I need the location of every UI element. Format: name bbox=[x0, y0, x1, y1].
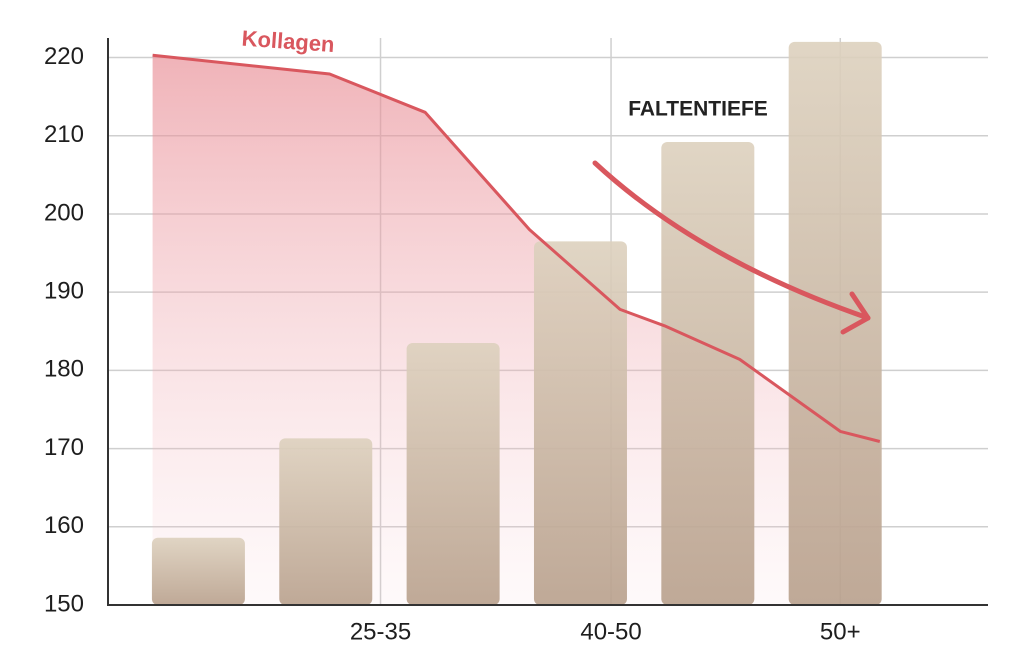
y-tick-label: 170 bbox=[44, 434, 84, 461]
y-tick-label: 150 bbox=[44, 590, 84, 617]
y-tick-label: 200 bbox=[44, 199, 84, 226]
bar bbox=[279, 438, 373, 605]
y-tick-label: 180 bbox=[44, 356, 84, 383]
y-tick-label: 160 bbox=[44, 512, 84, 539]
arrow-head bbox=[840, 291, 871, 335]
line-label: Kollagen bbox=[241, 26, 335, 57]
line-area bbox=[152, 55, 880, 605]
bar bbox=[788, 41, 882, 606]
x-tick-label: 25-35 bbox=[350, 618, 411, 645]
arrow bbox=[592, 160, 871, 321]
y-tick-label: 220 bbox=[44, 43, 84, 70]
x-tick-label: 50+ bbox=[820, 618, 861, 645]
line bbox=[152, 53, 881, 443]
bar bbox=[151, 537, 245, 605]
bar bbox=[533, 241, 627, 605]
annotation: FALTENTIEFE bbox=[628, 98, 768, 121]
y-tick-label: 190 bbox=[44, 278, 84, 305]
x-tick-label: 40-50 bbox=[580, 618, 641, 645]
bar bbox=[661, 142, 755, 605]
y-tick-label: 210 bbox=[44, 121, 84, 148]
bar bbox=[406, 343, 500, 605]
